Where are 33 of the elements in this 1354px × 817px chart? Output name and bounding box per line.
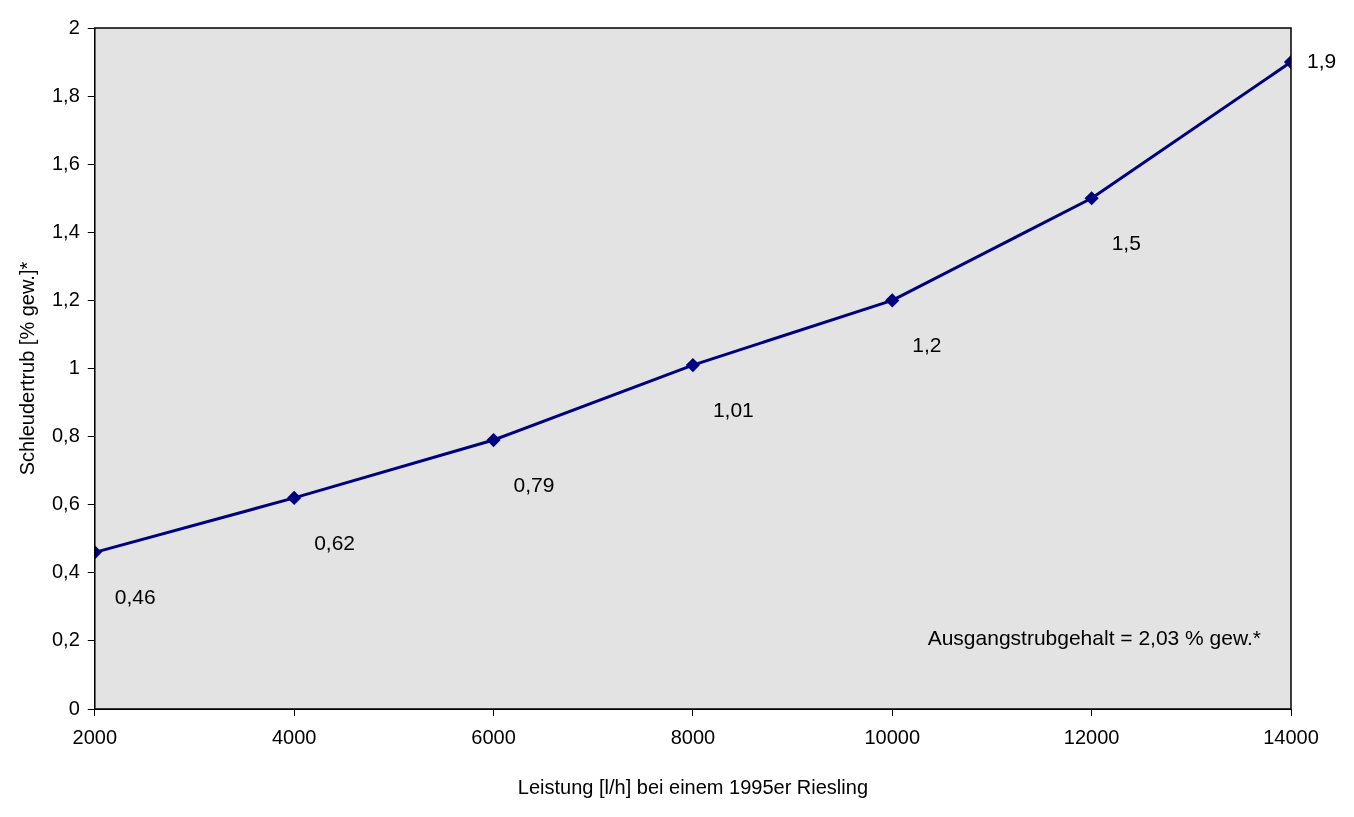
y-tick-label: 1,8 (51, 83, 80, 106)
y-tick-label: 0,6 (51, 492, 80, 515)
x-tick-label: 14000 (1263, 725, 1319, 748)
y-tick-label: 0 (68, 696, 80, 719)
data-label: 1,2 (912, 333, 942, 357)
y-tick-label: 1 (68, 356, 80, 379)
data-label: 1,5 (1111, 231, 1141, 255)
x-tick-label: 10000 (864, 725, 921, 748)
x-tick-label: 6000 (471, 725, 516, 748)
point (885, 293, 899, 307)
y-axis-title: Schleudertrub [% gew.]* (15, 261, 38, 476)
x-tick-label: 4000 (271, 725, 317, 748)
data-label: 1,9 (1307, 48, 1337, 72)
data-label: 0,62 (314, 530, 356, 554)
data-label: 1,01 (712, 397, 754, 421)
point (287, 491, 301, 505)
y-tick-label: 1,4 (51, 219, 80, 242)
y-tick-label: 2 (68, 15, 80, 38)
y-tick-label: 0,2 (51, 628, 80, 651)
x-tick-label: 8000 (670, 725, 716, 748)
x-axis-title: Leistung [l/h] bei einem 1995er Riesling (517, 775, 869, 798)
y-tick-label: 1,2 (51, 287, 80, 310)
point (487, 433, 501, 447)
y-tick-label: 0,8 (51, 424, 80, 447)
point (686, 358, 700, 372)
data-label: 0,79 (513, 472, 555, 496)
y-tick-label: 0,4 (51, 560, 80, 583)
data-label: 0,46 (114, 585, 156, 609)
y-tick-label: 1,6 (51, 151, 80, 174)
x-tick-label: 2000 (72, 725, 118, 748)
annotation: Ausgangstrubgehalt = 2,03 % gew.* (927, 625, 1261, 649)
x-tick-label: 12000 (1063, 725, 1120, 748)
point (1085, 191, 1099, 205)
